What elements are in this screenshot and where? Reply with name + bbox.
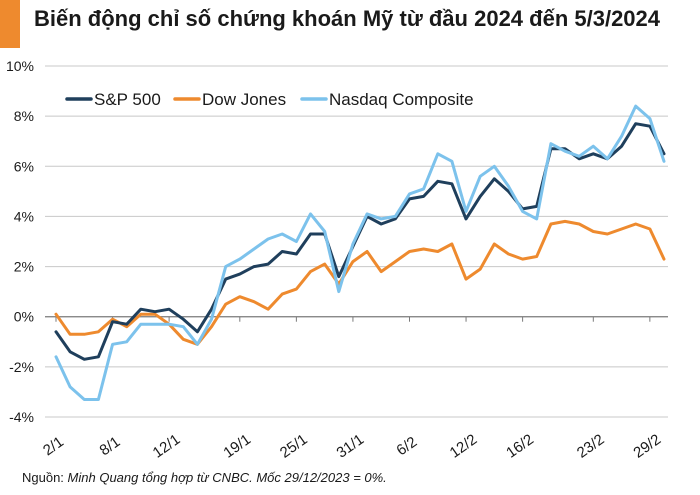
x-tick-label: 8/1 [97,433,124,459]
x-tick-label: 29/2 [630,431,664,462]
legend-label-dow-jones: Dow Jones [202,90,286,109]
y-tick-label: 4% [14,208,34,224]
series-lines [54,104,666,401]
y-tick-label: 2% [14,259,34,275]
source-text: Minh Quang tổng hợp từ CNBC. Mốc 29/12/2… [67,470,387,485]
y-tick-label: 10% [6,58,34,74]
x-tick-label: 16/2 [503,431,537,462]
x-tick-label: 25/1 [277,431,311,462]
series-line-nasdaq-composite [54,104,666,401]
chart-legend: S&P 500 Dow Jones Nasdaq Composite [65,90,474,109]
source-note: Nguồn: Minh Quang tổng hợp từ CNBC. Mốc … [22,470,387,485]
x-tick-label: 31/1 [334,431,368,462]
x-tick-label: 6/2 [393,433,420,459]
title-accent-bar [0,0,20,48]
x-tick-label: 2/1 [40,433,67,459]
series-line-dow-jones [54,219,666,346]
legend-label-s-p-500: S&P 500 [94,90,161,109]
zero-axis [45,316,668,322]
y-tick-label: 0% [14,309,34,325]
source-label: Nguồn: [22,470,64,485]
y-tick-label: 6% [14,158,34,174]
x-axis-tick-labels: 2/1 8/1 12/1 19/1 25/1 31/1 6/2 12/2 16/2 23/2 29/… [40,431,664,462]
y-tick-label: 8% [14,108,34,124]
x-tick-label: 23/2 [574,431,608,462]
grid-lines [45,65,668,418]
y-tick-label: -2% [9,359,34,375]
y-axis-tick-labels: 10% 8% 6% 4% 2% 0% -2% -4% [6,58,34,425]
legend-label-nasdaq-composite: Nasdaq Composite [329,90,474,109]
x-tick-label: 12/2 [447,431,481,462]
chart-title: Biến động chỉ số chứng khoán Mỹ từ đầu 2… [34,6,661,31]
x-tick-label: 12/1 [150,431,184,462]
y-tick-label: -4% [9,409,34,425]
x-tick-label: 19/1 [220,431,254,462]
